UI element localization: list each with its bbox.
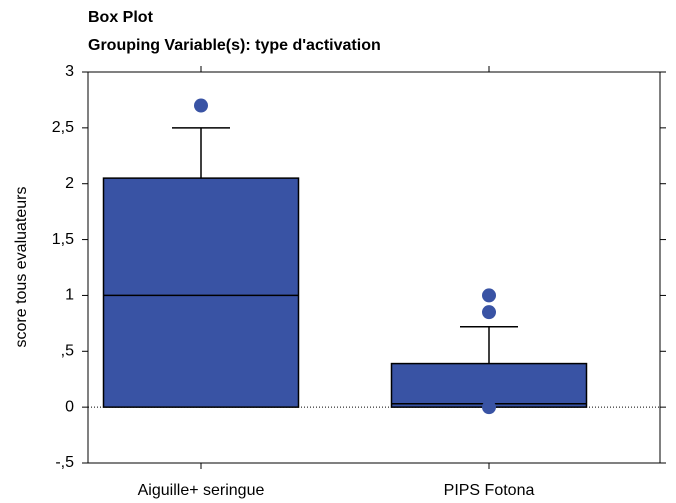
y-tick-label: ,5 [61,343,74,360]
y-tick-label: 2,5 [52,119,74,136]
box [102,177,300,408]
y-axis-label: score tous evaluateurs [13,187,30,348]
y-tick-label: 1,5 [52,231,74,248]
outlier [482,305,496,320]
chart-title: Box Plot [88,9,154,26]
plot-frame [87,71,661,464]
y-tick-label: 0 [65,398,74,415]
outlier [482,288,496,303]
x-tick-label: PIPS Fotona [444,482,535,499]
chart-subtitle: Grouping Variable(s): type d'activation [88,37,381,54]
outlier [482,400,496,415]
box [390,362,588,408]
outlier [194,98,208,113]
y-tick-label: 3 [65,63,74,80]
y-tick-label: -,5 [55,454,74,471]
y-tick-label: 1 [65,287,74,304]
x-tick-label: Aiguille+ seringue [138,482,265,499]
y-tick-label: 2 [65,175,74,192]
